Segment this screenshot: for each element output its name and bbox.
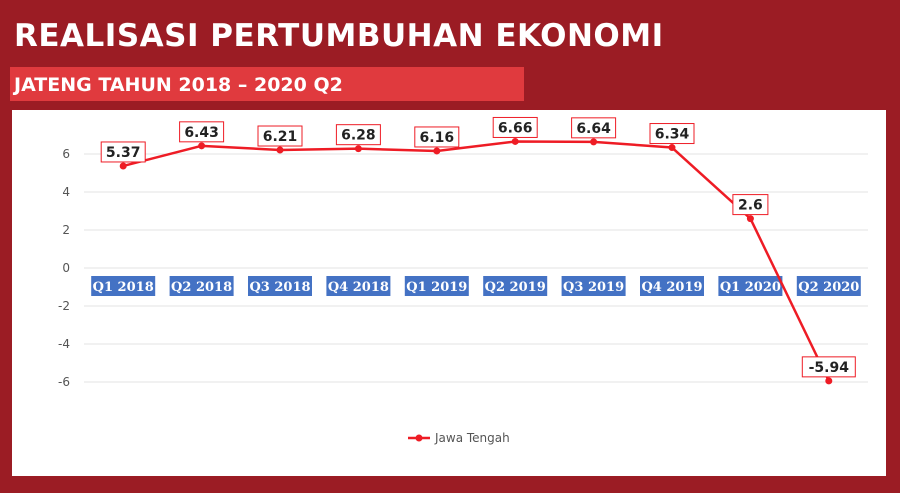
data-label: 5.37 — [106, 145, 141, 161]
data-label-box — [492, 116, 538, 138]
legend-swatch-marker — [415, 434, 423, 442]
data-point — [276, 146, 284, 154]
legend: Jawa Tengah — [408, 431, 510, 445]
data-label: 6.34 — [655, 127, 690, 143]
data-label-box — [571, 117, 617, 139]
category-label: Q4 2018 — [328, 280, 389, 295]
category-label: Q2 2018 — [171, 280, 232, 295]
chart-panel: 6 4 2 0 -2 -4 -6 Q1 2018 Q2 2018 Q3 2018 Q4 2018 Q… — [12, 110, 886, 476]
page-subtitle: JATENG TAHUN 2018 – 2020 Q2 — [14, 74, 343, 96]
data-label: 6.21 — [263, 129, 298, 145]
y-axis-ticks: 6 4 2 0 -2 -4 -6 — [58, 147, 70, 389]
y-tick-label: 4 — [62, 185, 70, 199]
category-label-bg — [796, 276, 861, 296]
y-tick-label: 0 — [62, 261, 70, 275]
data-label-box — [257, 125, 303, 147]
category-label-bg — [640, 276, 704, 296]
data-point — [119, 162, 127, 170]
data-point — [198, 142, 206, 150]
category-label: Q2 2019 — [485, 280, 546, 295]
category-label: Q4 2019 — [641, 280, 702, 295]
data-label: 6.64 — [576, 121, 611, 137]
data-point — [511, 137, 519, 145]
category-label: Q1 2018 — [93, 280, 154, 295]
data-label-box — [179, 121, 225, 143]
data-point — [590, 138, 598, 146]
category-label-bg — [404, 276, 469, 296]
data-label: 6.16 — [420, 130, 455, 146]
category-label: Q2 2020 — [798, 280, 859, 295]
subtitle-banner — [10, 67, 524, 101]
data-label: 2.6 — [738, 198, 763, 214]
y-tick-label: -2 — [58, 299, 70, 313]
y-tick-label: -6 — [58, 375, 70, 389]
data-label-box — [414, 126, 460, 148]
data-label-box — [801, 356, 856, 378]
data-label-box — [732, 194, 769, 216]
data-label-box — [100, 141, 146, 163]
category-label-bg — [91, 276, 156, 296]
data-point — [746, 215, 754, 223]
category-label: Q1 2019 — [406, 280, 467, 295]
page-title: REALISASI PERTUMBUHAN EKONOMI — [14, 18, 664, 54]
category-labels: Q1 2018 Q2 2018 Q3 2018 Q4 2018 Q1 2019 Q2 20… — [91, 276, 861, 296]
legend-label: Jawa Tengah — [434, 431, 510, 445]
y-tick-label: -4 — [58, 337, 70, 351]
data-label-box — [335, 124, 381, 146]
category-label: Q1 2020 — [720, 280, 781, 295]
data-label-box — [649, 123, 695, 145]
category-label-bg — [326, 276, 391, 296]
category-label-bg — [561, 276, 626, 296]
category-label-bg — [248, 276, 312, 296]
category-label-bg — [483, 276, 548, 296]
category-label: Q3 2018 — [249, 280, 310, 295]
y-tick-label: 2 — [62, 223, 70, 237]
y-tick-label: 6 — [62, 147, 70, 161]
series-line — [122, 140, 830, 382]
category-label-bg — [718, 276, 783, 296]
data-label: 6.43 — [184, 125, 219, 141]
series-lines — [119, 137, 833, 385]
data-point — [668, 144, 676, 152]
data-point — [354, 145, 362, 153]
category-label-bg — [169, 276, 234, 296]
category-label: Q3 2019 — [563, 280, 624, 295]
data-labels: 5.37 6.43 6.21 6.28 6.16 6.66 6.64 6.34 2.6 -5.94 — [100, 116, 856, 378]
data-point — [433, 147, 441, 155]
data-label: -5.94 — [809, 360, 850, 376]
data-label: 6.66 — [498, 120, 533, 136]
gridlines — [84, 153, 868, 383]
data-label: 6.28 — [341, 128, 376, 144]
data-point — [825, 377, 833, 385]
